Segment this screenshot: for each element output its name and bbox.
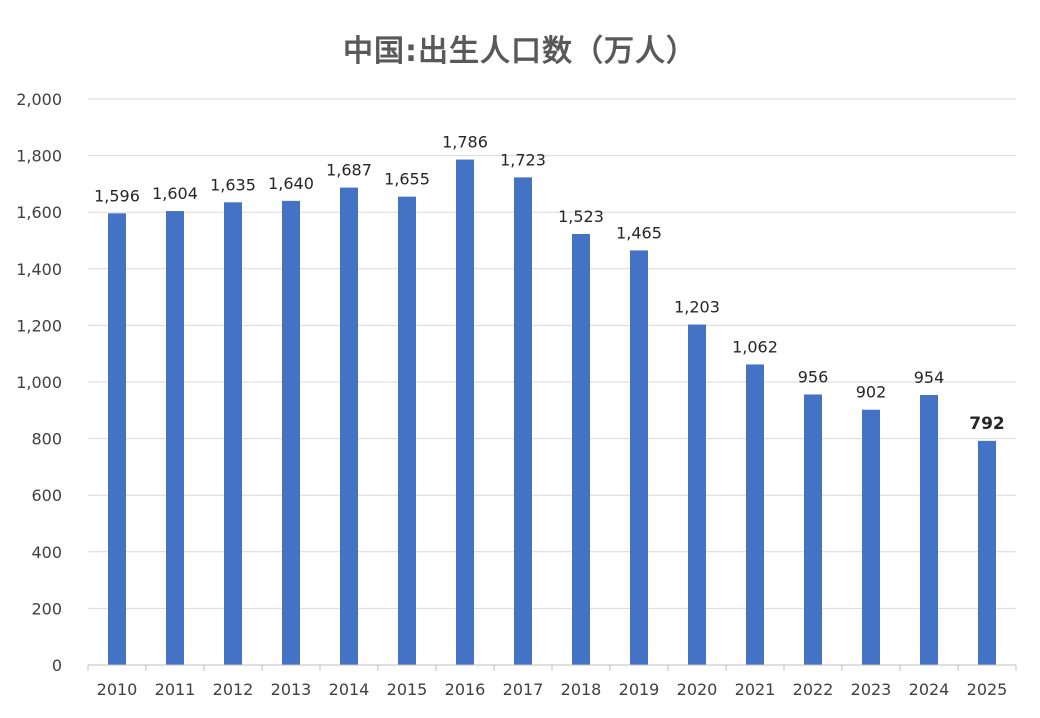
data-label: 954 bbox=[914, 368, 945, 387]
data-label: 1,062 bbox=[732, 337, 778, 356]
bar bbox=[108, 213, 126, 665]
data-label: 1,640 bbox=[268, 174, 314, 193]
x-tick-label: 2014 bbox=[329, 680, 370, 699]
y-tick-label: 1,000 bbox=[16, 373, 62, 392]
data-label: 792 bbox=[969, 414, 1005, 434]
bar bbox=[630, 250, 648, 665]
x-tick-label: 2022 bbox=[793, 680, 834, 699]
bar bbox=[398, 196, 416, 665]
bar bbox=[166, 211, 184, 665]
y-tick-label: 400 bbox=[31, 543, 62, 562]
y-tick-label: 1,600 bbox=[16, 203, 62, 222]
y-tick-label: 1,400 bbox=[16, 260, 62, 279]
x-tick-label: 2023 bbox=[851, 680, 892, 699]
data-label: 902 bbox=[856, 383, 887, 402]
x-tick-label: 2010 bbox=[97, 680, 138, 699]
x-tick-label: 2016 bbox=[445, 680, 486, 699]
data-label: 1,786 bbox=[442, 133, 488, 152]
data-label: 956 bbox=[798, 367, 829, 386]
x-tick-label: 2015 bbox=[387, 680, 428, 699]
x-tick-label: 2012 bbox=[213, 680, 254, 699]
x-tick-label: 2024 bbox=[909, 680, 950, 699]
x-tick-label: 2025 bbox=[967, 680, 1008, 699]
x-tick-label: 2021 bbox=[735, 680, 776, 699]
y-tick-label: 1,800 bbox=[16, 147, 62, 166]
gridlines: 0 200 400 600 800 1,000 1,200 1,400 1,600 1,800 2,… bbox=[16, 90, 1016, 675]
data-label: 1,604 bbox=[152, 184, 198, 203]
data-label: 1,723 bbox=[500, 150, 546, 169]
data-label: 1,465 bbox=[616, 223, 662, 242]
x-tick-label: 2017 bbox=[503, 680, 544, 699]
bar bbox=[746, 364, 764, 665]
bar bbox=[804, 394, 822, 665]
data-label: 1,687 bbox=[326, 161, 372, 180]
bars bbox=[108, 159, 996, 666]
data-label: 1,635 bbox=[210, 175, 256, 194]
data-label: 1,523 bbox=[558, 207, 604, 226]
x-tick-label: 2018 bbox=[561, 680, 602, 699]
y-tick-label: 2,000 bbox=[16, 90, 62, 109]
y-tick-label: 600 bbox=[31, 486, 62, 505]
bar bbox=[456, 159, 474, 665]
y-tick-label: 800 bbox=[31, 430, 62, 449]
x-axis: 2010 2011 2012 2013 2014 2015 2016 2017 2018 2019… bbox=[87, 664, 1017, 699]
data-label: 1,596 bbox=[94, 186, 140, 205]
y-tick-label: 200 bbox=[31, 599, 62, 618]
chart-title: 中国:出生人口数（万人） bbox=[343, 34, 697, 69]
bar bbox=[514, 177, 532, 666]
x-tick-label: 2011 bbox=[155, 680, 196, 699]
bar bbox=[920, 395, 938, 665]
bar bbox=[978, 440, 996, 665]
bar bbox=[224, 202, 242, 666]
y-tick-label: 1,200 bbox=[16, 316, 62, 335]
bar bbox=[282, 200, 300, 665]
data-labels: 1,596 1,604 1,635 1,640 1,687 1,655 1,786 1,723… bbox=[94, 133, 1005, 434]
x-tick-label: 2019 bbox=[619, 680, 660, 699]
x-tick-label: 2013 bbox=[271, 680, 312, 699]
bar bbox=[340, 187, 358, 666]
x-tick-label: 2020 bbox=[677, 680, 718, 699]
data-label: 1,203 bbox=[674, 298, 720, 317]
data-label: 1,655 bbox=[384, 170, 430, 189]
bar bbox=[572, 233, 590, 665]
bar bbox=[862, 409, 880, 665]
y-tick-label: 0 bbox=[52, 656, 62, 675]
bar bbox=[688, 324, 706, 665]
